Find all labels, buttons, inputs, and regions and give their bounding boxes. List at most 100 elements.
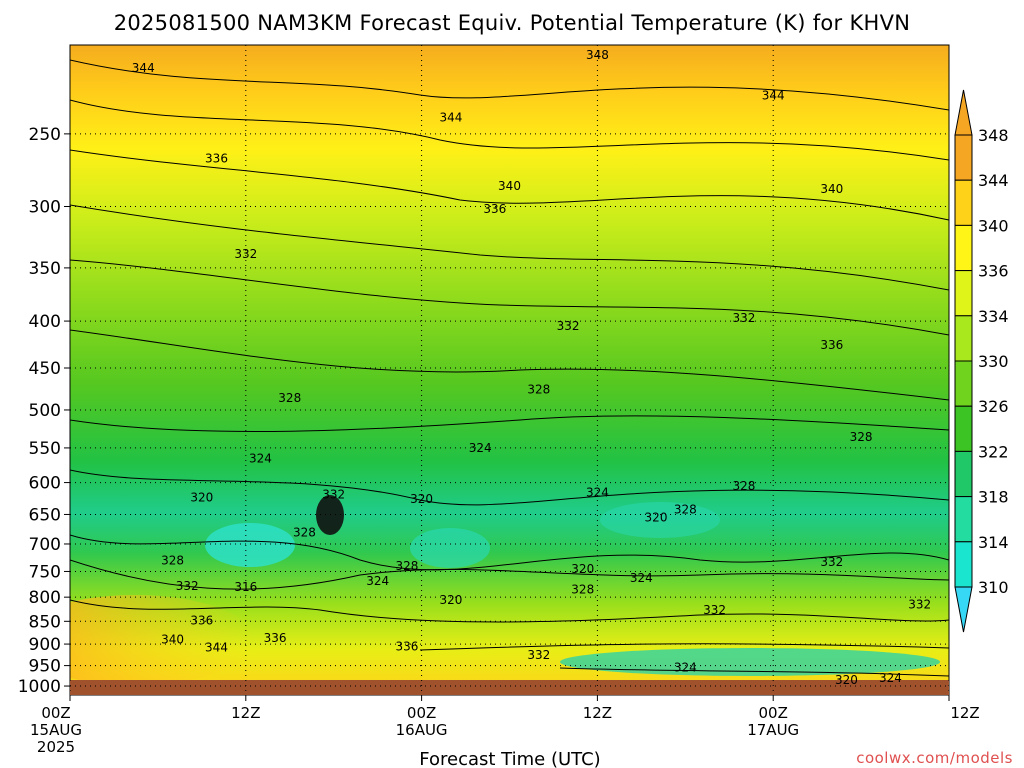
colorbar-label: 314	[978, 533, 1009, 552]
colorbar-label: 334	[978, 307, 1009, 326]
contour-label: 320	[190, 491, 213, 505]
x-tick-label: 12Z	[950, 704, 979, 722]
contour-label: 332	[322, 487, 345, 501]
contour-label: 324	[249, 452, 272, 466]
y-tick-label: 650	[29, 505, 61, 525]
x-tick-label: 12Z	[231, 704, 260, 722]
contour-label: 336	[205, 152, 228, 166]
contour-label: 340	[820, 182, 843, 196]
contour-label: 332	[176, 579, 199, 593]
colorbar-swatch	[954, 134, 973, 181]
x-tick-label: 00Z	[41, 704, 70, 722]
contour-label: 336	[264, 631, 287, 645]
contour-label: 320	[439, 593, 462, 607]
contour-label: 324	[674, 661, 697, 675]
y-tick-label: 450	[29, 359, 61, 379]
colorbar-swatch	[954, 315, 973, 362]
colorbar-swatch	[954, 360, 973, 407]
x-tick-label: 00Z	[759, 704, 788, 722]
contour-label: 344	[205, 641, 228, 655]
x-tick-label: 2025	[37, 738, 75, 756]
contour-label: 320	[835, 673, 858, 687]
contour-label: 344	[439, 111, 462, 125]
grid-lines	[69, 45, 950, 695]
x-tick-label: 16AUG	[396, 721, 448, 739]
colorbar-label: 322	[978, 442, 1009, 461]
y-tick-label: 750	[29, 562, 61, 582]
colorbar-label: 326	[978, 397, 1009, 416]
contour-labels: 348 344 344 344 336 340 336 340 332 332 332 336 328 3…	[132, 48, 931, 687]
colorbar-swatch	[954, 405, 973, 452]
y-axis-ticks: 250 300 350 400 450 500 550 600 650 700 750 800 850 9…	[18, 125, 70, 697]
contour-label: 340	[498, 179, 521, 193]
y-tick-label: 250	[29, 125, 61, 145]
colorbar-swatch	[954, 270, 973, 317]
contour-label: 332	[234, 247, 257, 261]
contour-label: 336	[483, 202, 506, 216]
colorbar-label: 310	[978, 578, 1009, 597]
contour-label: 324	[879, 671, 902, 685]
y-tick-label: 400	[29, 312, 61, 332]
contour-label: 344	[762, 88, 785, 102]
x-axis-label: Forecast Time (UTC)	[419, 749, 600, 768]
contour-label: 316	[234, 580, 257, 594]
contour-label: 332	[703, 603, 726, 617]
y-tick-label: 950	[29, 657, 61, 677]
contour-label: 320	[645, 511, 668, 525]
contour-label: 332	[527, 648, 550, 662]
x-tick-label: 17AUG	[747, 721, 799, 739]
contour-label: 324	[586, 485, 609, 499]
ground-strip	[70, 680, 949, 695]
chart-title: 2025081500 NAM3KM Forecast Equiv. Potent…	[114, 11, 911, 35]
colorbar-swatch	[954, 450, 973, 498]
x-tick-label: 15AUG	[30, 721, 82, 739]
colorbar-label: 336	[978, 262, 1009, 281]
y-tick-label: 700	[29, 535, 61, 555]
y-tick-label: 550	[29, 439, 61, 459]
contour-label: 336	[820, 338, 843, 352]
contour-label: 348	[586, 48, 609, 62]
y-tick-label: 300	[29, 197, 61, 217]
contour-label: 340	[161, 633, 184, 647]
contour-label: 320	[410, 492, 433, 506]
contour-label: 328	[527, 383, 550, 397]
x-tick-label: 12Z	[583, 704, 612, 722]
contour-label: 328	[278, 391, 301, 405]
contour-label: 332	[820, 555, 843, 569]
colorbar-swatch	[954, 496, 973, 543]
colorbar-swatch	[954, 224, 973, 272]
colorbar-label: 330	[978, 352, 1009, 371]
contour-label: 324	[366, 574, 389, 588]
colorbar-top-arrow	[954, 89, 973, 136]
colorbar: 348 344 340 336 334 330 326 322 318 314 310	[954, 89, 1009, 633]
colorbar-label: 348	[978, 126, 1009, 145]
contour-label: 336	[395, 639, 418, 653]
contour-label: 328	[293, 525, 316, 539]
colorbar-label: 344	[978, 171, 1009, 190]
y-tick-label: 900	[29, 635, 61, 655]
contour-label: 328	[850, 430, 873, 444]
y-tick-label: 500	[29, 401, 61, 421]
contour-label: 320	[571, 562, 594, 576]
y-tick-label: 800	[29, 588, 61, 608]
contour-label: 324	[469, 441, 492, 455]
contour-label: 336	[190, 613, 213, 627]
contour-label: 328	[732, 479, 755, 493]
colorbar-label: 318	[978, 488, 1009, 507]
contour-label: 328	[395, 559, 418, 573]
contour-label: 328	[571, 583, 594, 597]
colorbar-label: 340	[978, 216, 1009, 235]
y-tick-label: 600	[29, 474, 61, 494]
credit-text: coolwx.com/models	[856, 749, 1013, 767]
theta-e-field	[70, 45, 949, 695]
contour-label: 328	[161, 554, 184, 568]
colorbar-bottom-arrow	[954, 586, 973, 633]
y-tick-label: 850	[29, 612, 61, 632]
contour-label: 332	[908, 598, 931, 612]
y-tick-label: 350	[29, 259, 61, 279]
y-tick-label: 1000	[18, 677, 61, 697]
contour-label: 344	[132, 61, 155, 75]
contour-label: 332	[732, 311, 755, 325]
